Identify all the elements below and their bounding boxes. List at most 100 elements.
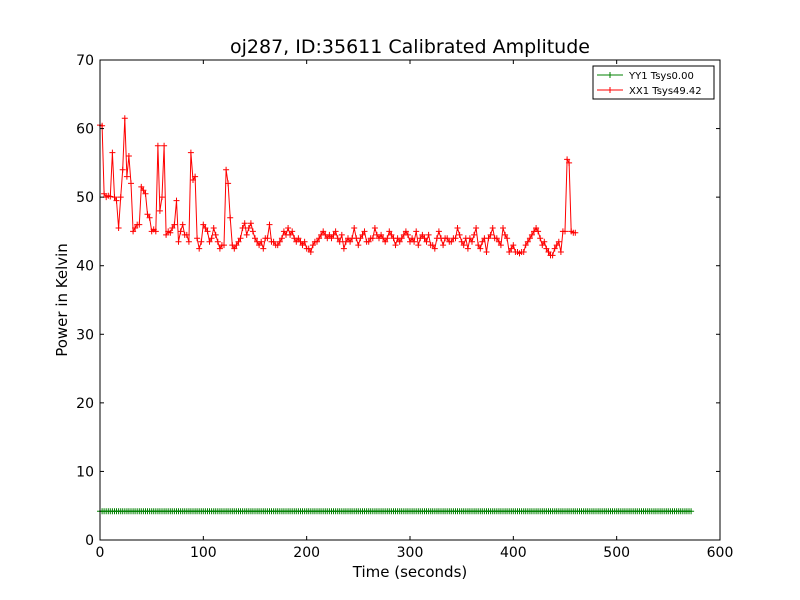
data-point (258, 238, 265, 245)
legend-marker (607, 72, 613, 78)
data-point (210, 225, 217, 231)
data-point (460, 242, 467, 249)
data-point (316, 235, 323, 242)
x-tick-label: 400 (500, 545, 527, 561)
y-tick-label: 10 (76, 464, 94, 480)
x-tick-label: 0 (96, 545, 105, 561)
data-point (526, 235, 533, 242)
data-point (196, 245, 203, 252)
y-tick-label: 70 (76, 53, 94, 69)
data-point (138, 183, 145, 190)
data-point (216, 245, 223, 252)
data-point (557, 249, 564, 255)
data-point (549, 252, 556, 259)
data-point (278, 235, 285, 242)
data-point (419, 231, 426, 238)
data-point (113, 197, 120, 204)
data-point (365, 238, 372, 245)
data-point (169, 225, 176, 231)
data-point (175, 238, 182, 245)
data-point (537, 235, 544, 242)
data-point (330, 231, 337, 238)
data-point (289, 228, 296, 235)
data-point (520, 249, 527, 255)
y-tick-label: 20 (76, 396, 94, 412)
data-point (142, 190, 149, 197)
x-tick-label: 300 (397, 545, 424, 561)
data-point (541, 238, 548, 245)
data-point (235, 238, 242, 245)
data-point (452, 235, 459, 242)
data-point (487, 231, 494, 238)
data-point (371, 225, 378, 231)
data-point (299, 242, 306, 249)
data-point (508, 245, 515, 252)
data-point (458, 238, 465, 245)
data-point (163, 231, 170, 238)
data-point (415, 242, 422, 249)
data-point (448, 238, 455, 245)
data-point (225, 180, 232, 187)
data-point (340, 245, 347, 252)
data-point (425, 231, 432, 238)
data-point (270, 238, 277, 245)
data-point (301, 238, 308, 245)
data-point (336, 238, 343, 245)
series-xx1 (97, 115, 579, 259)
data-point (280, 228, 287, 235)
x-tick-label: 100 (190, 545, 217, 561)
data-point (423, 238, 430, 245)
data-point (264, 235, 271, 242)
data-point (485, 235, 492, 242)
legend: YY1 Tsys0.00 XX1 Tsys49.42 (592, 65, 715, 100)
data-point (454, 225, 461, 231)
data-point (572, 229, 579, 236)
data-point (475, 242, 482, 249)
data-point (506, 249, 513, 255)
data-point (167, 229, 174, 236)
data-point (413, 228, 420, 235)
data-point (132, 225, 139, 231)
x-tick-label: 500 (603, 545, 630, 561)
data-point (566, 159, 573, 166)
data-point (144, 211, 151, 218)
data-point (187, 149, 194, 156)
data-point (539, 242, 546, 249)
data-point (411, 238, 418, 245)
data-point (171, 221, 178, 228)
data-point (429, 242, 436, 249)
data-point (245, 225, 252, 231)
data-point (239, 225, 246, 231)
data-point (392, 242, 399, 249)
ticks-layer: 0 100 200 300 400 500 600 0 10 20 30 40 50 60 70 (76, 53, 733, 561)
data-point (528, 231, 535, 238)
y-tick-label: 30 (76, 327, 94, 343)
data-point (214, 238, 221, 245)
data-point (332, 228, 339, 235)
data-point (562, 228, 568, 235)
data-point (504, 235, 511, 242)
data-point (276, 238, 283, 245)
data-point (384, 235, 391, 242)
data-point (266, 221, 273, 228)
y-tick-label: 40 (76, 259, 94, 275)
data-point (231, 245, 238, 252)
data-point (359, 231, 366, 238)
data-point (483, 249, 490, 255)
data-point (243, 231, 250, 238)
data-point (125, 153, 132, 159)
data-point (369, 235, 376, 242)
data-point (107, 193, 114, 200)
data-point (421, 235, 428, 242)
data-point (493, 235, 500, 242)
data-point (398, 235, 405, 242)
data-point (237, 235, 244, 242)
data-point (444, 235, 451, 242)
data-point (154, 142, 161, 149)
data-point (208, 235, 215, 242)
data-point (119, 166, 126, 173)
data-point (409, 235, 416, 242)
data-point (200, 221, 207, 228)
